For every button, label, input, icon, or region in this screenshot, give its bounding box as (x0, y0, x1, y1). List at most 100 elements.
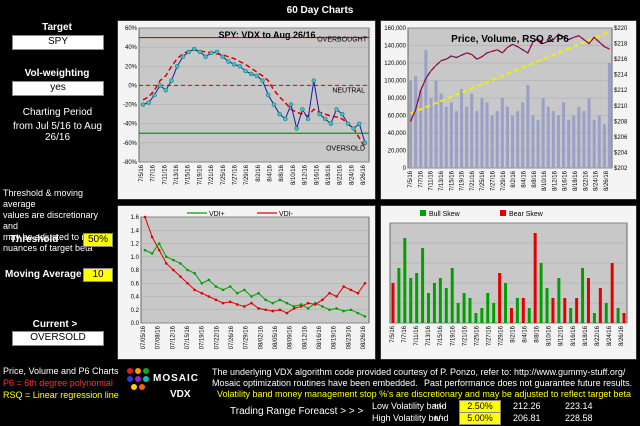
logo-dot (135, 376, 141, 382)
vdi-point (228, 285, 232, 288)
y-tick-label: -60% (123, 141, 138, 147)
x-tick-label: 8/16/16 (314, 164, 320, 185)
vdi-point (157, 242, 161, 245)
logo-sub: VDX (170, 389, 191, 400)
x-tick-label: 7/13/16 (439, 170, 445, 191)
skew-bar (468, 298, 472, 323)
volume-bar (485, 102, 489, 168)
y-tick-label: 1.4 (131, 228, 140, 234)
vdi-point (207, 278, 211, 282)
x-tick-label: 8/12/16 (559, 325, 565, 346)
target-field[interactable]: SPY (12, 35, 104, 50)
vdx-point (277, 111, 282, 117)
low-band-label: Low Volatility band (372, 401, 447, 411)
vdx-point (283, 116, 288, 122)
volume-bar (587, 98, 591, 168)
vdx-point (334, 107, 339, 112)
x-tick-label: 8/24/16 (349, 164, 355, 185)
skew-bar (427, 293, 430, 323)
skew-bar (438, 278, 442, 323)
logo-dot (143, 368, 149, 374)
y-tick-label: $212 (614, 88, 628, 94)
disclaimer-line: Past performance does not guarantee futu… (424, 378, 633, 388)
legend-label: VDI+ (209, 211, 225, 218)
vdi-point (349, 288, 353, 292)
x-tick-label: 08/19/16 (332, 325, 338, 349)
y-tick-label: $218 (614, 42, 628, 48)
y-tick-label: $214 (614, 73, 628, 79)
skew-bar (504, 283, 508, 323)
vdi-point (200, 281, 204, 285)
high-band-label: High Volatility band (372, 413, 449, 423)
vdi-point (257, 307, 260, 310)
x-tick-label: 08/05/16 (273, 325, 279, 349)
x-tick-label: 7/29/16 (501, 170, 507, 191)
volume-bar (521, 102, 525, 168)
vdx-point (300, 107, 305, 112)
vdx-point (203, 54, 208, 59)
high-band-pct[interactable]: 5.00% (459, 412, 501, 425)
y-tick-label: $202 (614, 166, 628, 172)
threshold-field[interactable]: 50% (83, 233, 113, 247)
low-band-lo: 212.26 (513, 401, 541, 411)
vdi-point (278, 298, 282, 302)
y-tick-label: $220 (614, 26, 628, 32)
current-status: OVERSOLD (12, 331, 104, 346)
volume-bar (511, 115, 515, 168)
x-tick-label: 08/26/16 (361, 325, 367, 349)
logo-dot (131, 384, 137, 390)
legend-label: Bull Skew (429, 211, 461, 218)
y-tick-label: 80,000 (388, 96, 407, 102)
plot-area (138, 27, 370, 163)
x-tick-label: 8/10/16 (291, 164, 297, 185)
vdx-point (345, 121, 351, 126)
vdi-point (292, 305, 296, 308)
volume-bar (495, 111, 499, 168)
volume-bar (419, 89, 423, 168)
x-tick-label: 08/02/16 (258, 325, 264, 349)
legend-line3: RSQ = Linear regression line (3, 390, 119, 400)
vdx-point (157, 83, 163, 88)
x-tick-label: 7/11/16 (414, 325, 420, 345)
volume-bar (505, 106, 509, 168)
x-tick-label: 7/19/16 (197, 164, 203, 185)
trading-forecast-label: Trading Range Foreacst > > > (230, 406, 364, 417)
skew-bar (622, 313, 626, 323)
ma-field[interactable]: 10 (83, 268, 113, 282)
vdx-point (192, 46, 197, 52)
skew-bar (391, 283, 395, 323)
vdi-point (356, 291, 360, 295)
x-tick-label: 07/19/16 (200, 325, 206, 349)
x-tick-label: 7/19/16 (450, 325, 456, 346)
y-tick-label: -80% (123, 160, 138, 166)
x-tick-label: 7/19/16 (460, 170, 466, 191)
y-tick-label: 0.6 (131, 281, 140, 287)
vdi-point (186, 281, 189, 285)
volume-bar (454, 111, 458, 168)
vdi-point (235, 291, 239, 295)
skew-bar (397, 268, 401, 323)
vdi-point (214, 285, 218, 288)
skew-bar (527, 308, 531, 323)
vol-weighting-field[interactable]: yes (12, 81, 104, 96)
logo-dot (135, 368, 141, 374)
skew-bar (557, 278, 561, 323)
vdi-point (150, 252, 154, 255)
y-tick-label: 1.2 (131, 242, 140, 248)
y-tick-label: 60,000 (388, 114, 407, 120)
y-tick-label: $208 (614, 119, 628, 125)
skew-bar (403, 238, 407, 323)
vdi-point (157, 248, 161, 252)
skew-bar (521, 298, 525, 323)
y-tick-label: 40,000 (388, 131, 407, 137)
vdi-point (335, 307, 338, 310)
x-tick-label: 08/23/16 (346, 325, 352, 349)
vdx-point (357, 121, 362, 126)
period-label: Charting Period (22, 107, 93, 118)
threshold-note-line: values are discretionary and (3, 210, 99, 231)
vdx-point (351, 126, 356, 131)
volume-bar (551, 111, 555, 168)
x-tick-label: 7/5/16 (390, 325, 396, 342)
y-tick-label: 1.6 (131, 215, 140, 221)
vdi-point (314, 303, 317, 306)
